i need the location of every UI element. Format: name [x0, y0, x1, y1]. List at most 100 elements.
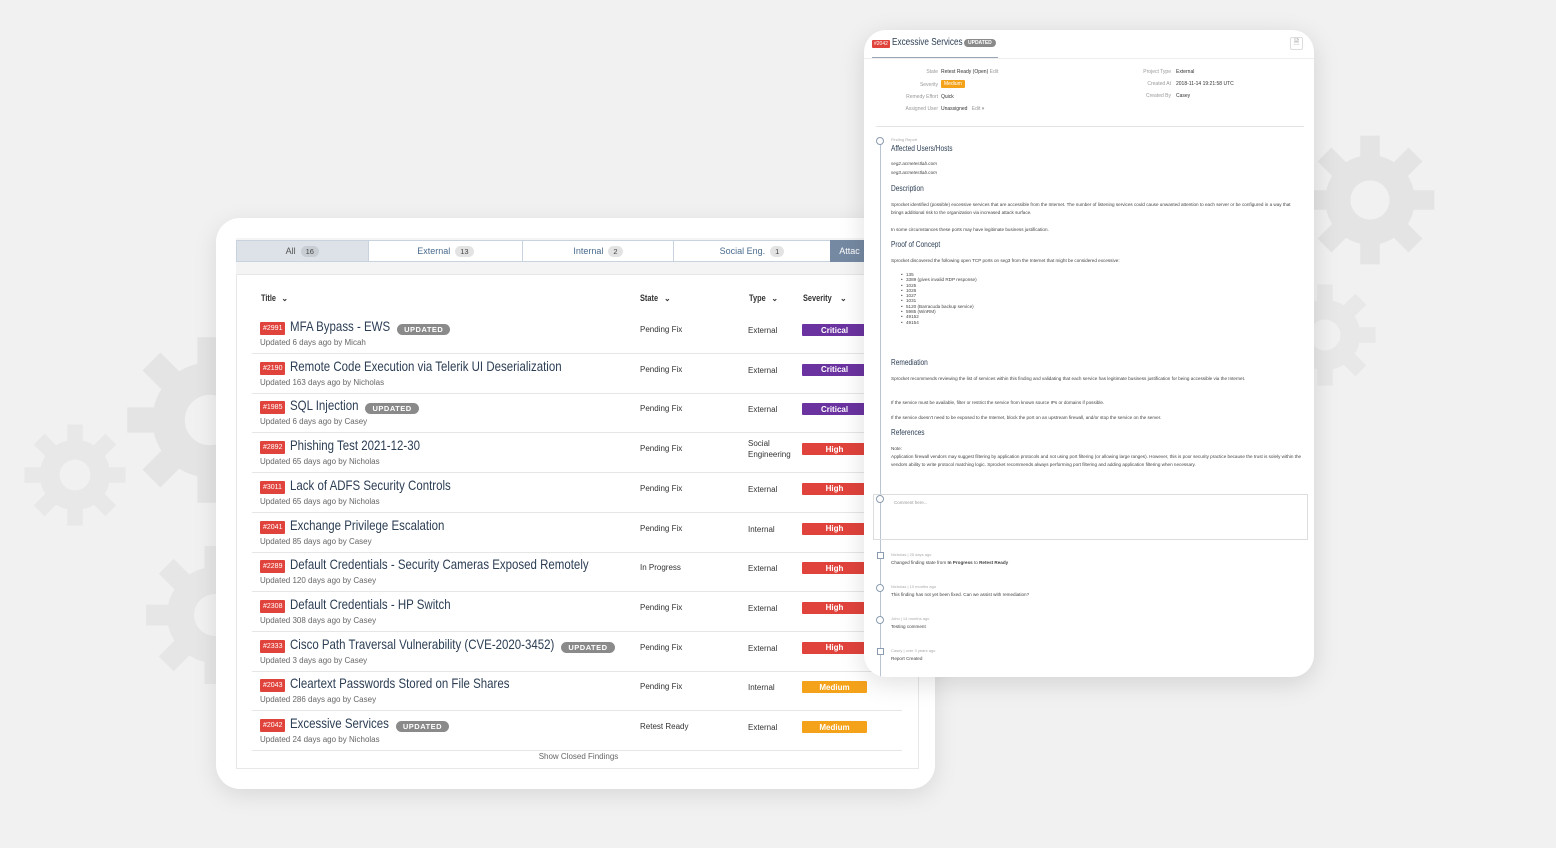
meta-value-created-by: Casey [1176, 93, 1191, 99]
activity-text: Report Created [891, 656, 923, 661]
chevron-down-icon: ⌄ [771, 294, 779, 303]
finding-id-badge: #2991 [260, 322, 286, 335]
finding-title[interactable]: Exchange Privilege Escalation [290, 516, 445, 533]
updated-badge: UPDATED [964, 39, 996, 47]
tab-label: Internal [573, 246, 604, 256]
tab-count: 2 [608, 245, 623, 257]
finding-title[interactable]: Excessive Services [290, 715, 389, 731]
activity-mid: to [972, 560, 980, 565]
tab-count: 16 [300, 245, 319, 257]
finding-updated-meta: Updated 286 days ago by Casey [260, 695, 377, 705]
finding-title[interactable]: Default Credentials - Security Cameras E… [290, 556, 589, 573]
meta-label: Severity [919, 82, 938, 88]
comment-input[interactable]: Comment here... [873, 494, 1308, 540]
finding-row[interactable]: #2289 Default Credentials - Security Came… [252, 552, 902, 593]
port-list: 1353389 (gives invalid RDP response)1025… [901, 272, 977, 325]
tab-label: Social Eng. [719, 246, 766, 256]
section-heading-poc: Proof of Concept [891, 240, 951, 249]
header-label: Type [749, 293, 766, 303]
remediation-paragraph: Sprocket recommends reviewing the list o… [891, 376, 1246, 381]
finding-state: Pending Fix [640, 523, 683, 533]
show-closed-findings-link[interactable]: Show Closed Findings [538, 752, 619, 761]
port-item: 1026 [901, 288, 977, 294]
severity-badge: High [802, 641, 867, 654]
finding-row[interactable]: #2041 Exchange Privilege Escalation Update… [252, 513, 902, 553]
finding-type: Social Engineering [748, 439, 791, 460]
references-paragraph: Application firewall vendors may suggest… [891, 454, 1302, 467]
finding-state: In Progress [640, 563, 681, 573]
timeline-line [880, 142, 881, 677]
activity-square-icon [877, 648, 884, 655]
tab-label: Attac [839, 246, 860, 256]
finding-id-badge: #2042 [872, 40, 890, 48]
comment-placeholder: Comment here... [894, 500, 928, 505]
tab-internal[interactable]: Internal 2 [522, 240, 674, 262]
finding-title[interactable]: Lack of ADFS Security Controls [290, 476, 451, 493]
finding-id-badge: #3011 [260, 480, 285, 494]
finding-row[interactable]: #2333 Cisco Path Traversal Vulnerability … [252, 632, 902, 672]
updated-badge: UPDATED [395, 721, 450, 732]
header-label: Title [261, 293, 277, 303]
file-icon[interactable]: 🗎 [1290, 37, 1303, 50]
host-item: seg2.acmetestlab.com [891, 161, 937, 166]
finding-state: Pending Fix [640, 404, 683, 414]
heading-text: References [891, 428, 925, 437]
tab-external[interactable]: External 13 [367, 240, 524, 262]
finding-type: External [748, 365, 778, 375]
finding-type: Internal [748, 683, 775, 693]
severity-badge: High [802, 601, 867, 614]
tab-social-eng[interactable]: Social Eng. 1 [672, 240, 832, 262]
finding-type: External [748, 484, 778, 494]
edit-state-link[interactable]: Edit [989, 69, 999, 75]
finding-row[interactable]: #2892 Phishing Test 2021-12-30 Updated 65 … [252, 433, 902, 474]
meta-label: State [926, 69, 938, 75]
column-header-title[interactable]: Title ⌄ [261, 293, 288, 303]
finding-title[interactable]: MFA Bypass - EWS [290, 318, 391, 334]
column-header-severity[interactable]: Severity ⌄ [803, 293, 847, 303]
meta-label: Project Type [1143, 69, 1171, 75]
column-header-type[interactable]: Type ⌄ [749, 293, 778, 303]
finding-updated-meta: Updated 24 days ago by Nicholas [260, 735, 380, 744]
finding-id-badge: #2333 [260, 639, 286, 653]
finding-state: Pending Fix [640, 642, 683, 652]
port-item: 5120 (Barracuda backup service) [901, 304, 977, 310]
description-paragraph: Sprocket identified (possible) excessive… [891, 202, 1291, 215]
timeline-dot [876, 584, 884, 592]
finding-updated-meta: Updated 3 days ago by Casey [260, 655, 368, 665]
finding-row[interactable]: #2991 MFA Bypass - EWS Updated 6 days ago … [252, 314, 902, 354]
header-label: State [640, 293, 659, 303]
meta-value-project-type: External [1176, 69, 1195, 75]
description-paragraph: In some circumstances these ports may ha… [891, 227, 1049, 232]
finding-title[interactable]: Cisco Path Traversal Vulnerability (CVE-… [290, 635, 555, 652]
finding-row[interactable]: #1985 SQL Injection Updated 6 days ago by … [252, 393, 902, 434]
edit-assignee-link[interactable]: Edit ▾ [971, 106, 985, 112]
finding-updated-meta: Updated 6 days ago by Micah [260, 338, 366, 347]
finding-title[interactable]: Default Credentials - HP Switch [290, 595, 451, 612]
activity-square-icon [877, 552, 884, 559]
meta-value-assigned: Unassigned Edit ▾ [941, 106, 984, 112]
finding-type: External [748, 603, 778, 613]
remediation-paragraph: If the service doesn't need to be expose… [891, 415, 1162, 420]
finding-row[interactable]: #2308 Default Credentials - HP Switch Upda… [252, 592, 902, 632]
finding-row[interactable]: #2190 Remote Code Execution via Telerik U… [252, 354, 902, 394]
finding-state: Pending Fix [640, 682, 683, 692]
tab-label: All [285, 246, 296, 256]
port-item: 1025 [901, 283, 977, 289]
finding-id-badge: #2042 [260, 719, 286, 732]
meta-value-state: Retest Ready (Open) Edit [941, 69, 998, 75]
finding-title[interactable]: Phishing Test 2021-12-30 [290, 437, 420, 454]
updated-badge: UPDATED [397, 324, 451, 335]
finding-title[interactable]: Cleartext Passwords Stored on File Share… [290, 675, 510, 692]
chevron-down-icon: ⌄ [664, 294, 671, 303]
finding-row[interactable]: #3011 Lack of ADFS Security Controls Updat… [252, 473, 902, 513]
tab-all[interactable]: All 16 [236, 240, 369, 262]
finding-title[interactable]: Remote Code Execution via Telerik UI Des… [290, 357, 562, 374]
finding-type: External [748, 326, 778, 335]
finding-title[interactable]: SQL Injection [290, 397, 359, 414]
finding-row[interactable]: #2043 Cleartext Passwords Stored on File … [252, 671, 902, 712]
column-header-state[interactable]: State ⌄ [640, 293, 671, 303]
finding-state: Pending Fix [640, 364, 683, 374]
meta-label: Assigned User [905, 106, 938, 112]
finding-row[interactable]: #2042 Excessive Services Updated 24 days a… [252, 711, 902, 751]
meta-divider [876, 126, 1304, 127]
